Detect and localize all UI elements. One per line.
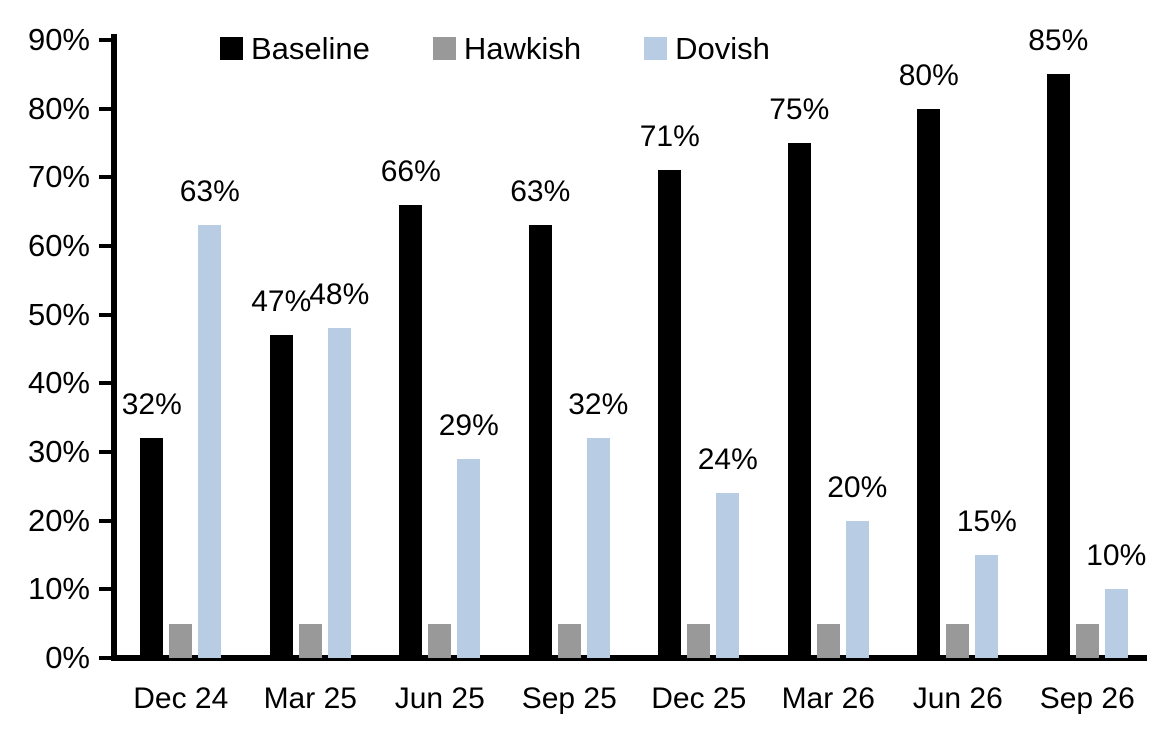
- data-label-dovish-jun-26: 15%: [956, 505, 1017, 538]
- x-tick-label: Sep 26: [1039, 682, 1135, 715]
- x-tick-label: Jun 26: [912, 682, 1003, 715]
- legend: Baseline Hawkish Dovish: [220, 33, 770, 64]
- bar-dovish-dec-25: [716, 493, 740, 658]
- data-label-baseline-sep-26: 85%: [1028, 24, 1089, 58]
- legend-swatch-hawkish-icon: [432, 37, 456, 60]
- y-tick-label: 0%: [45, 640, 90, 675]
- legend-label-hawkish: Hawkish: [463, 31, 582, 66]
- bar-baseline-mar-26: [787, 143, 811, 658]
- data-label-dovish-jun-25: 29%: [438, 408, 499, 442]
- data-label-baseline-jun-26: 80%: [898, 58, 959, 92]
- bar-dovish-sep-25: [586, 438, 610, 658]
- y-tick-label: 30%: [27, 434, 90, 469]
- y-tick-mark: [99, 587, 112, 592]
- y-tick-mark: [99, 450, 112, 454]
- bar-dovish-jun-25: [457, 458, 481, 658]
- data-label-dovish-dec-25: 24%: [697, 443, 758, 477]
- bar-hawkish-mar-25: [298, 623, 322, 658]
- bar-dovish-sep-26: [1104, 589, 1128, 658]
- x-tick-label: Dec 24: [133, 682, 229, 715]
- y-tick-mark: [99, 175, 112, 180]
- y-tick-label: 20%: [27, 502, 90, 538]
- bar-baseline-jun-26: [917, 108, 941, 658]
- x-tick-label: Jun 25: [394, 682, 485, 715]
- y-tick-mark: [99, 38, 112, 42]
- legend-swatch-baseline-icon: [220, 37, 243, 60]
- y-tick-label: 10%: [27, 571, 90, 607]
- bar-baseline-dec-25: [658, 170, 682, 658]
- data-label-baseline-sep-25: 63%: [510, 175, 571, 209]
- legend-label-dovish: Dovish: [675, 31, 770, 66]
- data-label-baseline-dec-24: 32%: [121, 388, 182, 422]
- bar-hawkish-mar-26: [816, 623, 840, 658]
- bar-baseline-dec-24: [140, 438, 164, 658]
- bar-baseline-sep-25: [528, 225, 552, 658]
- bar-dovish-dec-24: [198, 225, 222, 658]
- y-axis-line: [111, 34, 117, 661]
- data-label-dovish-sep-25: 32%: [568, 388, 629, 422]
- y-tick-mark: [99, 656, 112, 660]
- bar-hawkish-jun-26: [946, 623, 970, 658]
- bar-hawkish-sep-25: [557, 623, 581, 658]
- data-label-dovish-dec-24: 63%: [179, 175, 240, 209]
- y-tick-label: 50%: [27, 296, 90, 332]
- legend-swatch-dovish-icon: [644, 37, 668, 60]
- y-tick-mark: [99, 518, 112, 523]
- bar-dovish-jun-26: [975, 555, 999, 658]
- x-tick-label: Dec 25: [651, 682, 747, 715]
- legend-label-baseline: Baseline: [251, 31, 370, 66]
- x-tick-label: Mar 26: [781, 682, 875, 715]
- y-tick-label: 40%: [27, 365, 90, 401]
- data-label-dovish-mar-25: 48%: [309, 278, 370, 312]
- y-tick-label: 60%: [27, 228, 90, 263]
- bar-dovish-mar-25: [327, 328, 351, 658]
- data-label-dovish-sep-26: 10%: [1086, 539, 1147, 573]
- data-label-dovish-mar-26: 20%: [827, 470, 888, 504]
- data-label-baseline-dec-25: 71%: [639, 120, 700, 154]
- y-tick-label: 70%: [27, 159, 90, 195]
- x-tick-label: Sep 25: [521, 682, 617, 715]
- y-tick-mark: [99, 244, 112, 248]
- y-tick-mark: [99, 312, 112, 317]
- y-tick-mark: [99, 381, 112, 386]
- bar-baseline-mar-25: [269, 335, 293, 658]
- bar-hawkish-dec-25: [687, 623, 711, 658]
- bar-baseline-sep-26: [1046, 74, 1070, 658]
- legend-item-dovish: Dovish: [644, 33, 770, 64]
- y-tick-label: 90%: [27, 22, 90, 57]
- bar-baseline-jun-25: [399, 204, 423, 658]
- x-axis-line: [111, 655, 1147, 661]
- bar-hawkish-sep-26: [1075, 623, 1099, 658]
- legend-item-hawkish: Hawkish: [432, 31, 582, 66]
- y-tick-mark: [99, 106, 112, 111]
- data-label-baseline-mar-26: 75%: [769, 93, 830, 126]
- x-tick-label: Mar 25: [263, 682, 357, 715]
- legend-item-baseline: Baseline: [220, 33, 370, 64]
- y-tick-label: 80%: [27, 90, 90, 126]
- bar-hawkish-jun-25: [428, 623, 452, 658]
- bar-dovish-mar-26: [845, 520, 869, 658]
- data-label-baseline-jun-25: 66%: [380, 154, 441, 188]
- bar-hawkish-dec-24: [169, 623, 193, 658]
- data-label-baseline-mar-25: 47%: [251, 285, 312, 319]
